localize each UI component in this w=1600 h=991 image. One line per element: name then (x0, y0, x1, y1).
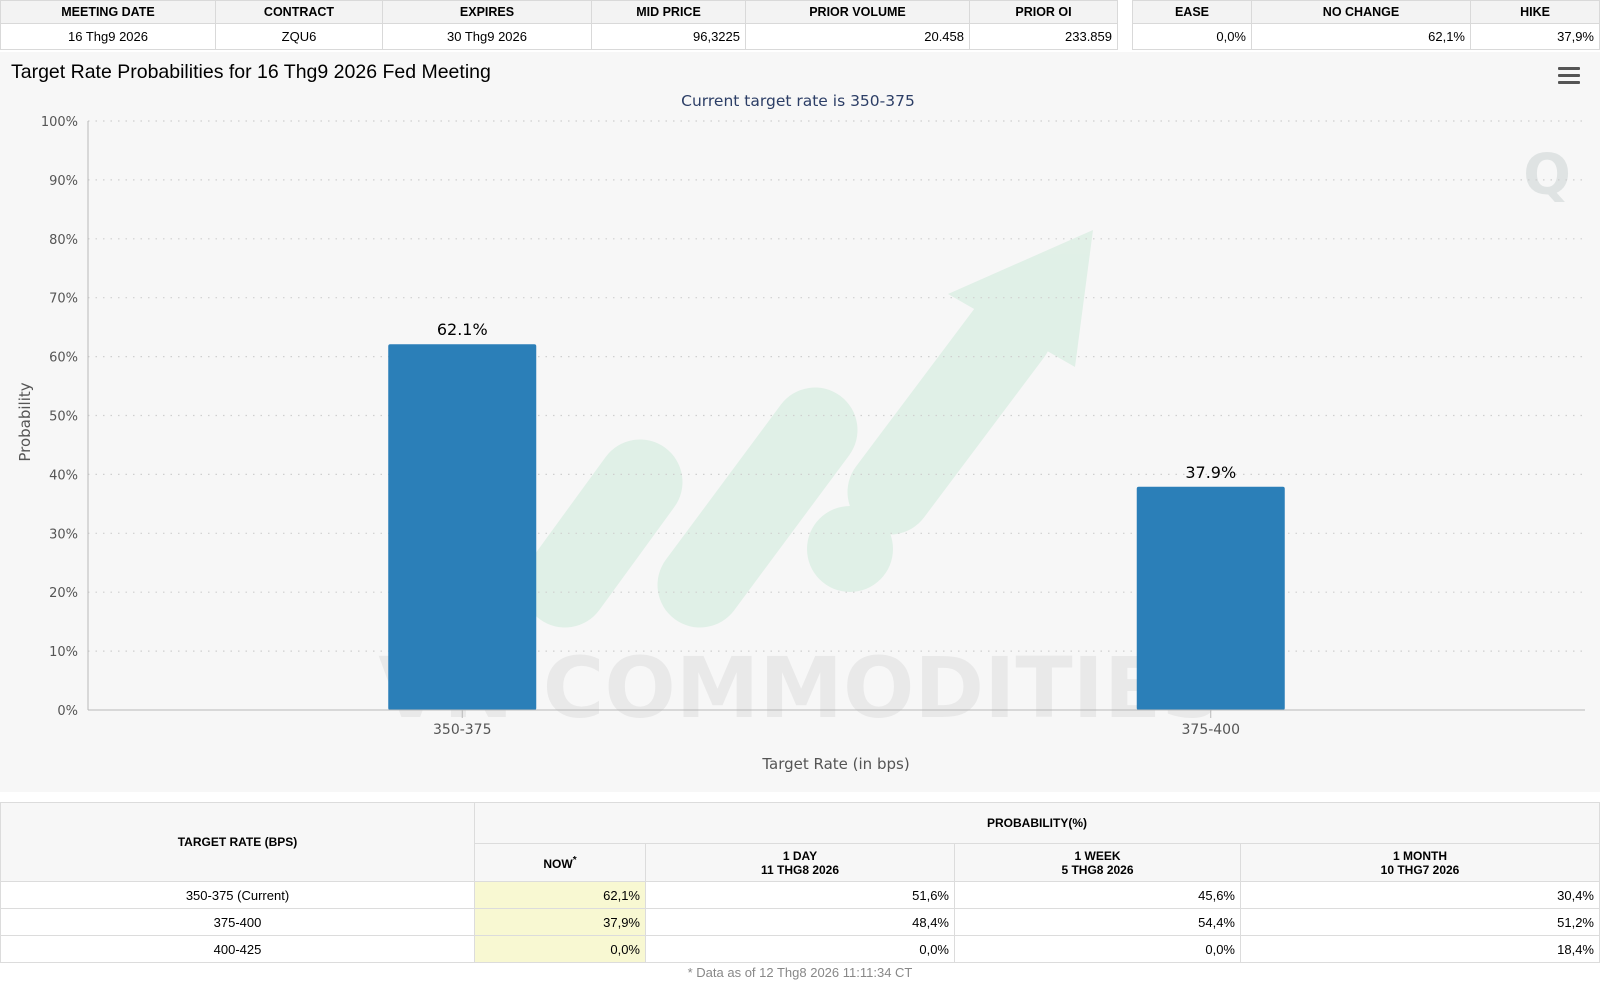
y-axis-title: Probability (16, 382, 34, 461)
header-prior-volume: PRIOR VOLUME (745, 0, 970, 24)
header-hike: HIKE (1470, 0, 1600, 24)
data-labels: 62.1% 37.9% (437, 320, 1236, 482)
now-cell: 62,1% (474, 881, 646, 909)
prior-volume-value: 20.458 (745, 23, 970, 50)
day-cell: 0,0% (645, 935, 955, 963)
header-target-rate: TARGET RATE (BPS) (0, 802, 475, 882)
chart-subtitle: Current target rate is 350-375 (681, 92, 915, 110)
header-1-month: 1 MONTH 10 THG7 2026 (1240, 843, 1600, 882)
header-expires: EXPIRES (382, 0, 592, 24)
watermark-logo (522, 230, 1093, 628)
y-tick-label: 10% (49, 645, 78, 660)
data-label: 37.9% (1185, 463, 1236, 482)
bars (388, 344, 1285, 710)
header-prior-oi: PRIOR OI (969, 0, 1118, 24)
table-row: 400-425 0,0% 0,0% 0,0% 18,4% (0, 935, 1600, 963)
y-tick-label: 40% (49, 468, 78, 483)
prior-oi-value: 233.859 (969, 23, 1118, 50)
header-contract: CONTRACT (215, 0, 383, 24)
header-now: NOW* (474, 843, 646, 882)
week-cell: 54,4% (954, 908, 1241, 936)
corner-logo-icon: Q (1523, 143, 1571, 208)
y-tick-label: 60% (49, 351, 78, 366)
week-cell: 0,0% (954, 935, 1241, 963)
x-tick-label: 350-375 (433, 722, 492, 738)
header-ease: EASE (1132, 0, 1252, 24)
meeting-summary: MEETING DATE CONTRACT EXPIRES MID PRICE … (0, 0, 1600, 50)
y-tick-label: 0% (57, 704, 78, 719)
y-tick-label: 80% (49, 233, 78, 248)
meeting-info-table: MEETING DATE CONTRACT EXPIRES MID PRICE … (0, 0, 1118, 50)
day-cell: 48,4% (645, 908, 955, 936)
bar (1136, 486, 1285, 710)
meeting-date-value: 16 Thg9 2026 (0, 23, 216, 50)
data-label: 62.1% (437, 320, 488, 339)
hike-value: 37,9% (1470, 23, 1600, 50)
ease-value: 0,0% (1132, 23, 1252, 50)
table-row: 375-400 37,9% 48,4% 54,4% 51,2% (0, 908, 1600, 936)
x-axis-ticks: 350-375 375-400 (433, 710, 1240, 738)
month-cell: 30,4% (1240, 881, 1600, 909)
header-mid-price: MID PRICE (591, 0, 746, 24)
week-cell: 45,6% (954, 881, 1241, 909)
probability-history-table: TARGET RATE (BPS) PROBABILITY(%) NOW* 1 … (0, 802, 1600, 963)
now-cell: 0,0% (474, 935, 646, 963)
no-change-value: 62,1% (1251, 23, 1471, 50)
y-axis-ticks: 0% 10% 20% 30% 40% 50% 60% 70% 80% 90% 100% (41, 115, 78, 719)
header-meeting-date: MEETING DATE (0, 0, 216, 24)
probability-bar-chart: VN COMMODITIES Q Current target rate is … (16, 92, 1585, 773)
y-tick-label: 70% (49, 292, 78, 307)
table-row: 350-375 (Current) 62,1% 51,6% 45,6% 30,4… (0, 881, 1600, 909)
probability-history: TARGET RATE (BPS) PROBABILITY(%) NOW* 1 … (0, 802, 1600, 963)
chart-panel: VN COMMODITIES Q Current target rate is … (0, 52, 1600, 792)
bar (388, 344, 537, 710)
y-tick-label: 50% (49, 410, 78, 425)
month-cell: 18,4% (1240, 935, 1600, 963)
chart-title: Target Rate Probabilities for 16 Thg9 20… (11, 61, 491, 83)
y-tick-label: 90% (49, 174, 78, 189)
header-1-week: 1 WEEK 5 THG8 2026 (954, 843, 1241, 882)
header-probability: PROBABILITY(%) (474, 802, 1600, 844)
header-1-day: 1 DAY 11 THG8 2026 (645, 843, 955, 882)
probability-summary-table: EASE NO CHANGE HIKE 0,0% 62,1% 37,9% (1132, 0, 1600, 50)
mid-price-value: 96,3225 (591, 23, 746, 50)
x-tick-label: 375-400 (1182, 722, 1241, 738)
day-cell: 51,6% (645, 881, 955, 909)
month-cell: 51,2% (1240, 908, 1600, 936)
x-axis-title: Target Rate (in bps) (761, 755, 909, 773)
y-tick-label: 100% (41, 115, 78, 130)
y-tick-label: 20% (49, 586, 78, 601)
hamburger-menu-icon[interactable] (1558, 67, 1580, 85)
header-no-change: NO CHANGE (1251, 0, 1471, 24)
rate-cell: 400-425 (0, 935, 475, 963)
y-tick-label: 30% (49, 527, 78, 542)
rate-cell: 375-400 (0, 908, 475, 936)
contract-value: ZQU6 (215, 23, 383, 50)
rate-cell: 350-375 (Current) (0, 881, 475, 909)
expires-value: 30 Thg9 2026 (382, 23, 592, 50)
data-footnote: * Data as of 12 Thg8 2026 11:11:34 CT (687, 965, 913, 980)
now-cell: 37,9% (474, 908, 646, 936)
